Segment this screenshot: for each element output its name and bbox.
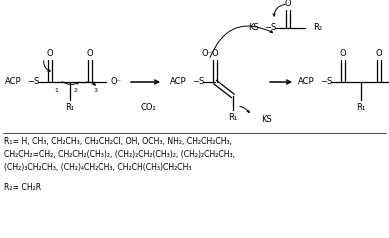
Text: R₁= H, CH₃, CH₂CH₃, CH₂CH₂Cl, OH, OCH₃, NH₂, CH₂CH₂CH₃,: R₁= H, CH₃, CH₂CH₃, CH₂CH₂Cl, OH, OCH₃, … xyxy=(4,137,232,146)
Text: (CH₂)₃CH₂CH₃, (CH₂)₄CH₂CH₃, CH₂CH(CH₃)CH₂CH₃: (CH₂)₃CH₂CH₃, (CH₂)₄CH₂CH₃, CH₂CH(CH₃)CH… xyxy=(4,163,191,172)
Text: KS: KS xyxy=(248,24,259,33)
Text: −S: −S xyxy=(320,78,332,86)
Text: 2: 2 xyxy=(74,88,78,93)
Text: O: O xyxy=(212,50,218,59)
Text: −S: −S xyxy=(27,78,39,86)
Text: R₁: R₁ xyxy=(356,104,366,113)
Text: R₁: R₁ xyxy=(65,104,75,113)
Text: R₂: R₂ xyxy=(313,24,322,33)
Text: −S: −S xyxy=(192,78,204,86)
Text: O: O xyxy=(87,50,93,59)
Text: O: O xyxy=(340,50,346,59)
Text: CH₂CH₂=CH₂, CH₂CH₂(CH₃)₂, (CH₂)₂CH₂(CH₃)₂, (CH₂)₂CH₂CH₃,: CH₂CH₂=CH₂, CH₂CH₂(CH₃)₂, (CH₂)₂CH₂(CH₃)… xyxy=(4,150,235,159)
Text: O: O xyxy=(285,0,291,9)
Text: ACP: ACP xyxy=(298,78,315,86)
Text: 1: 1 xyxy=(54,88,58,93)
Text: 3: 3 xyxy=(94,88,98,93)
Text: KS: KS xyxy=(261,115,272,124)
Text: R₂= CH₂R: R₂= CH₂R xyxy=(4,183,41,192)
Text: R₁: R₁ xyxy=(228,114,238,123)
Text: O⁻: O⁻ xyxy=(202,50,212,59)
Text: CO₂: CO₂ xyxy=(140,104,156,113)
Text: −S: −S xyxy=(264,24,276,33)
Text: ACP: ACP xyxy=(170,78,187,86)
Text: O⁻: O⁻ xyxy=(110,76,121,85)
Text: ACP: ACP xyxy=(5,78,22,86)
Text: O: O xyxy=(47,50,53,59)
Text: O: O xyxy=(376,50,382,59)
